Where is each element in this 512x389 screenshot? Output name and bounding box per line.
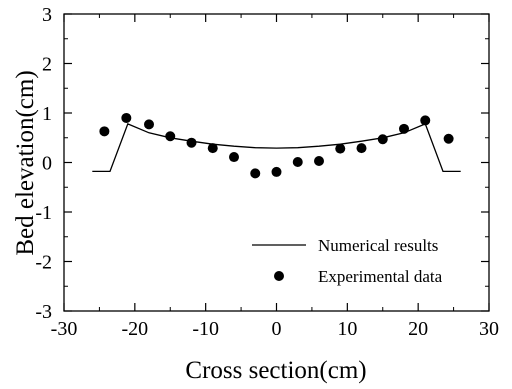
experimental-data-point xyxy=(399,123,409,134)
experimental-data-point xyxy=(186,137,197,148)
x-tick-label: 10 xyxy=(337,318,357,340)
experimental-data-point xyxy=(250,168,261,179)
experimental-data-point xyxy=(121,112,132,123)
experimental-data-point xyxy=(335,143,346,154)
x-axis-title: Cross section(cm) xyxy=(185,357,366,384)
x-tick-label: 30 xyxy=(479,318,499,340)
experimental-data-point xyxy=(377,134,388,145)
experimental-data-point xyxy=(99,126,110,137)
legend-marker-swatch xyxy=(274,271,284,281)
x-tick-label: 20 xyxy=(408,318,428,340)
axis-ticks xyxy=(63,13,490,312)
y-tick-label: 0 xyxy=(42,153,52,175)
x-tick-label: -10 xyxy=(192,318,219,340)
experimental-data-point xyxy=(420,115,431,126)
experimental-data-point xyxy=(229,152,239,163)
y-tick-label: 2 xyxy=(42,54,52,76)
y-tick-label: 3 xyxy=(42,4,52,26)
experimental-data-point xyxy=(443,133,454,144)
y-tick-label: -2 xyxy=(35,252,52,274)
x-tick-label: 0 xyxy=(272,318,282,340)
legend: Numerical results Experimental data xyxy=(252,236,443,286)
experimental-data-point xyxy=(314,156,324,167)
experimental-data-point xyxy=(356,143,367,154)
x-tick-label: -30 xyxy=(51,318,78,340)
experimental-data-point xyxy=(271,166,282,177)
y-axis-title: Bed elevation(cm) xyxy=(12,70,39,255)
y-tick-label: -1 xyxy=(35,202,52,224)
legend-label-numerical: Numerical results xyxy=(318,236,438,255)
experimental-data-point xyxy=(292,157,303,168)
x-tick-label: -20 xyxy=(121,318,148,340)
y-tick-label: 1 xyxy=(42,103,52,125)
legend-label-experimental: Experimental data xyxy=(318,267,443,286)
experimental-data-point xyxy=(144,119,154,130)
experimental-data-point xyxy=(165,131,176,142)
series-layer xyxy=(92,112,461,179)
y-tick-label: -3 xyxy=(35,301,52,323)
experimental-data-point xyxy=(207,143,218,154)
